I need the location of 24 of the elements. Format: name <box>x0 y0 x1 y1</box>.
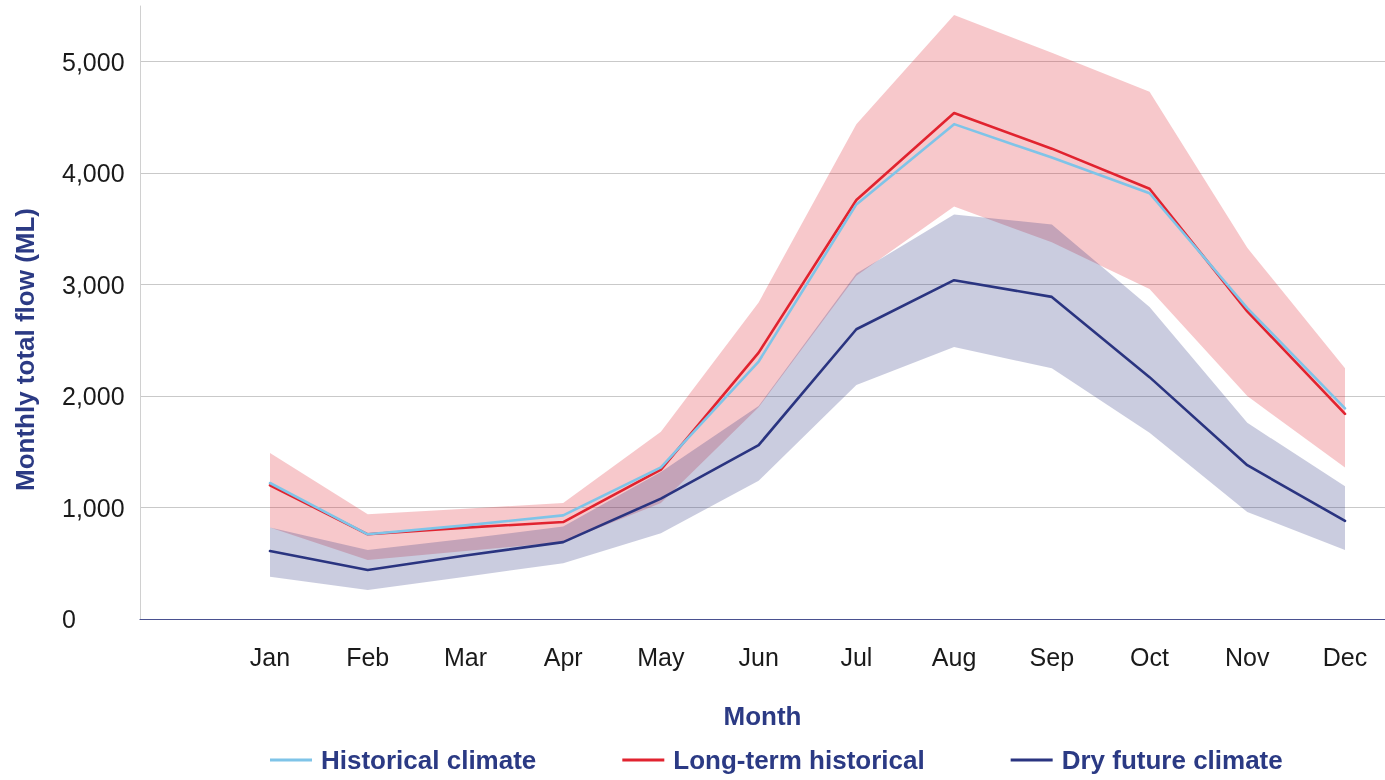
x-tick-label: Dec <box>1322 642 1368 671</box>
y-tick-label: 3,000 <box>62 270 125 299</box>
y-tick-label: 4,000 <box>62 159 125 188</box>
legend-label: Long-term historical <box>673 745 925 775</box>
legend-label: Dry future climate <box>1061 745 1283 775</box>
y-axis-title: Monthly total flow (ML) <box>10 207 40 492</box>
x-tick-label: Jun <box>738 642 779 671</box>
x-tick-label: Nov <box>1225 642 1270 671</box>
x-tick-label: May <box>637 642 686 671</box>
legend-label: Historical climate <box>321 745 537 775</box>
y-tick-label: 1,000 <box>62 493 125 522</box>
x-tick-label: Aug <box>931 642 977 671</box>
y-tick-label: 5,000 <box>62 47 125 76</box>
line-series <box>268 278 1347 572</box>
x-tick-label: Oct <box>1130 642 1170 671</box>
x-tick-label: Apr <box>543 642 583 671</box>
x-axis-title: Month <box>723 701 802 731</box>
y-tick-label: 2,000 <box>62 382 125 411</box>
x-tick-label: Mar <box>443 642 487 671</box>
x-tick-label: Jul <box>840 642 873 671</box>
x-tick-label: Jan <box>249 642 291 671</box>
x-tick-label: Feb <box>346 642 390 671</box>
x-tick-label: Sep <box>1029 642 1075 671</box>
y-tick-label: 0 <box>62 605 76 633</box>
